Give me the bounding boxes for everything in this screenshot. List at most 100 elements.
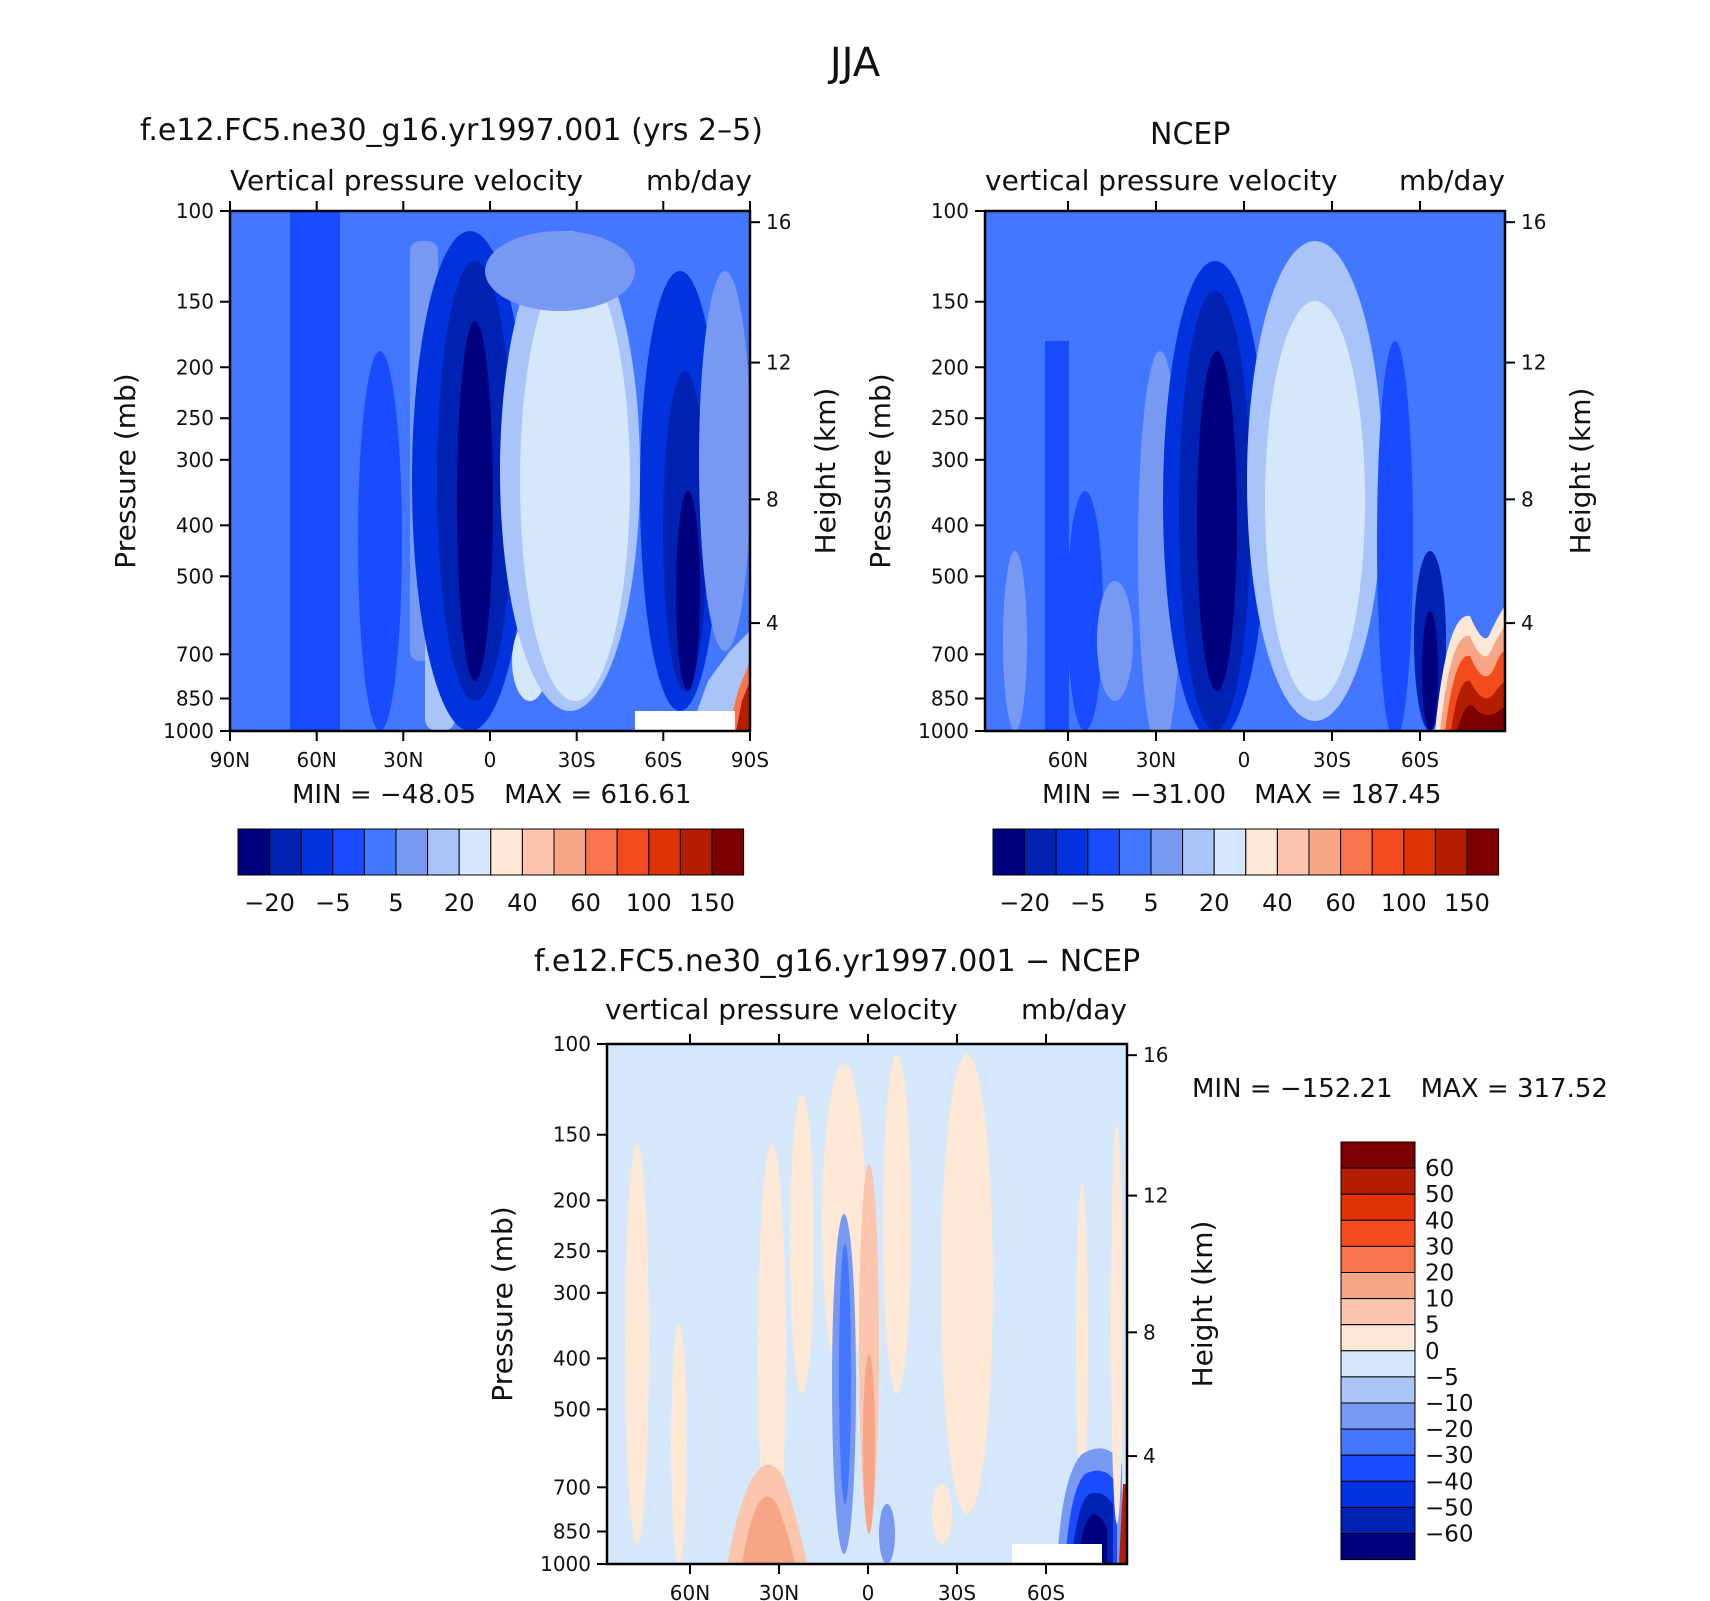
panel3-ytick-label: 250 bbox=[553, 1239, 591, 1263]
panel3-colorbar-label: 50 bbox=[1425, 1182, 1454, 1208]
panel2-xtick-label: 30S bbox=[1313, 748, 1351, 772]
panel3-xtick-label: 60S bbox=[1027, 1581, 1065, 1601]
panel1-colorbar-swatch bbox=[458, 828, 492, 876]
panel2-colorbar-swatch bbox=[992, 828, 1026, 876]
panel2-colorbar-label: 5 bbox=[1143, 889, 1158, 917]
panel1-colorbar-swatch bbox=[553, 828, 587, 876]
panel3-ytick-right-label: 4 bbox=[1143, 1444, 1156, 1468]
panel3-colorbar-swatch bbox=[1340, 1324, 1416, 1352]
panel3-colorbar-swatch bbox=[1340, 1141, 1416, 1169]
panel1-colorbar-swatch bbox=[585, 828, 618, 876]
panel2-colorbar-swatch bbox=[1371, 828, 1405, 876]
panel1-xtick-label: 60S bbox=[644, 748, 682, 772]
panel1-colorbar-label: 5 bbox=[388, 889, 403, 917]
panel3-ytick-label: 400 bbox=[553, 1346, 591, 1370]
figure-title: JJA bbox=[829, 40, 881, 86]
panel3-colorbar-swatch bbox=[1340, 1167, 1416, 1195]
panel1-ytick-label: 500 bbox=[176, 564, 214, 588]
panel1-xtick-label: 30S bbox=[558, 748, 596, 772]
panel1-ytick-label: 150 bbox=[176, 290, 214, 314]
panel1-ytick-label: 200 bbox=[176, 355, 214, 379]
panel1-min-max: MIN = −48.05 MAX = 616.61 bbox=[292, 780, 691, 810]
panel2-ytick-right-label: 4 bbox=[1521, 611, 1534, 635]
panel3-ytick-label: 100 bbox=[553, 1032, 591, 1056]
panel2-colorbar-swatch bbox=[1276, 828, 1310, 876]
panel3-colorbar-label: −30 bbox=[1425, 1443, 1474, 1469]
panel1-colorbar-swatch bbox=[679, 828, 713, 876]
panel2-colorbar-swatch bbox=[1308, 828, 1342, 876]
panel1-ylabel: Pressure (mb) bbox=[109, 373, 142, 568]
panel3-ytick-label: 150 bbox=[553, 1123, 591, 1147]
panel3-ytick-label: 500 bbox=[553, 1397, 591, 1421]
panel2-ytick-label: 500 bbox=[931, 564, 969, 588]
panel1-colorbar-label: −20 bbox=[244, 889, 295, 917]
panel3-colorbar-label: 5 bbox=[1425, 1313, 1440, 1339]
panel1-colorbar-label: 60 bbox=[570, 889, 601, 917]
panel1-colorbar-swatch bbox=[616, 828, 650, 876]
panel3-min-max: MIN = −152.21 MAX = 317.52 bbox=[1192, 1074, 1608, 1104]
panel1-ytick-label: 1000 bbox=[163, 719, 214, 743]
panel2-ylabel: Pressure (mb) bbox=[864, 373, 897, 568]
panel3-colorbar-label: 0 bbox=[1425, 1339, 1440, 1365]
panel2-colorbar-swatch bbox=[1118, 828, 1152, 876]
panel1-colorbar-swatch bbox=[648, 828, 681, 876]
panel1-xtick-label: 90N bbox=[210, 748, 250, 772]
panel3-ytick-label: 850 bbox=[553, 1520, 591, 1544]
panel2-ytick-label: 150 bbox=[931, 290, 969, 314]
panel1-min-label: MIN = −48.05 bbox=[292, 780, 477, 810]
panel1-colorbar-swatch bbox=[363, 828, 397, 876]
panel2-ytick-label: 700 bbox=[931, 642, 969, 666]
panel2-ytick-label: 200 bbox=[931, 355, 969, 379]
panel1-contour-field bbox=[230, 211, 750, 731]
panel2-ytick-label: 850 bbox=[931, 687, 969, 711]
panel3-colorbar-swatch bbox=[1340, 1272, 1416, 1300]
panel3-ytick-label: 200 bbox=[553, 1188, 591, 1212]
panel3-colorbar-swatch bbox=[1340, 1298, 1416, 1326]
panel2-colorbar-label: −5 bbox=[1070, 889, 1105, 917]
panel3-colorbar-label: −5 bbox=[1425, 1365, 1459, 1391]
panel2-right-subtitle: mb/day bbox=[1399, 164, 1505, 197]
panel3-colorbar-swatch bbox=[1340, 1245, 1416, 1274]
panel3-ylabel: Pressure (mb) bbox=[486, 1206, 519, 1401]
panel2-colorbar-swatch bbox=[1024, 828, 1057, 876]
panel2-left-subtitle: vertical pressure velocity bbox=[985, 164, 1338, 197]
panel3-colorbar-label: 60 bbox=[1425, 1156, 1454, 1182]
panel1-colorbar-swatch bbox=[490, 828, 523, 876]
panel1-max-label: MAX = 616.61 bbox=[504, 780, 692, 810]
panel3-colorbar-swatch bbox=[1340, 1533, 1416, 1561]
panel2-min-label: MIN = −31.00 bbox=[1042, 780, 1227, 810]
panel3-max-label: MAX = 317.52 bbox=[1420, 1074, 1608, 1104]
panel1-ytick-label: 250 bbox=[176, 406, 214, 430]
panel1-colorbar-label: 100 bbox=[626, 889, 672, 917]
panel2-xtick-label: 60S bbox=[1401, 748, 1439, 772]
panel3-right-subtitle: mb/day bbox=[1021, 993, 1127, 1026]
panel2-max-label: MAX = 187.45 bbox=[1254, 780, 1442, 810]
panel2-ytick-label: 1000 bbox=[918, 719, 969, 743]
panel2-xtick-label: 0 bbox=[1238, 748, 1251, 772]
panel3-colorbar-swatch bbox=[1340, 1428, 1416, 1456]
panel1-colorbar-swatch bbox=[269, 828, 302, 876]
panel3-colorbar-label: 20 bbox=[1425, 1261, 1454, 1287]
panel2-ytick-right-label: 16 bbox=[1521, 210, 1546, 234]
panel2-colorbar-swatch bbox=[1055, 828, 1089, 876]
panel1-colorbar-label: 20 bbox=[444, 889, 475, 917]
panel3-colorbar-label: −60 bbox=[1425, 1522, 1474, 1548]
panel1-ytick-label: 100 bbox=[176, 199, 214, 223]
panel2-min-max: MIN = −31.00 MAX = 187.45 bbox=[1042, 780, 1441, 810]
panel1-ytick-right-label: 12 bbox=[766, 351, 791, 375]
panel1-ytick-label: 700 bbox=[176, 642, 214, 666]
panel2-xtick-label: 30N bbox=[1136, 748, 1176, 772]
panel2-colorbar-label: 100 bbox=[1381, 889, 1427, 917]
panel3-colorbar-swatch bbox=[1340, 1219, 1416, 1247]
panel1-colorbar-swatch bbox=[300, 828, 334, 876]
panel1-xtick-label: 30N bbox=[383, 748, 423, 772]
panel3-xtick-label: 60N bbox=[670, 1581, 710, 1601]
panel2-colorbar-swatch bbox=[1340, 828, 1373, 876]
panel3-colorbar-swatch bbox=[1340, 1350, 1416, 1378]
panel2-colorbar-swatch bbox=[1182, 828, 1215, 876]
panel1-left-subtitle: Vertical pressure velocity bbox=[230, 164, 583, 197]
panel3-colorbar-swatch bbox=[1340, 1454, 1416, 1482]
panel1-colorbar-label: 40 bbox=[507, 889, 538, 917]
